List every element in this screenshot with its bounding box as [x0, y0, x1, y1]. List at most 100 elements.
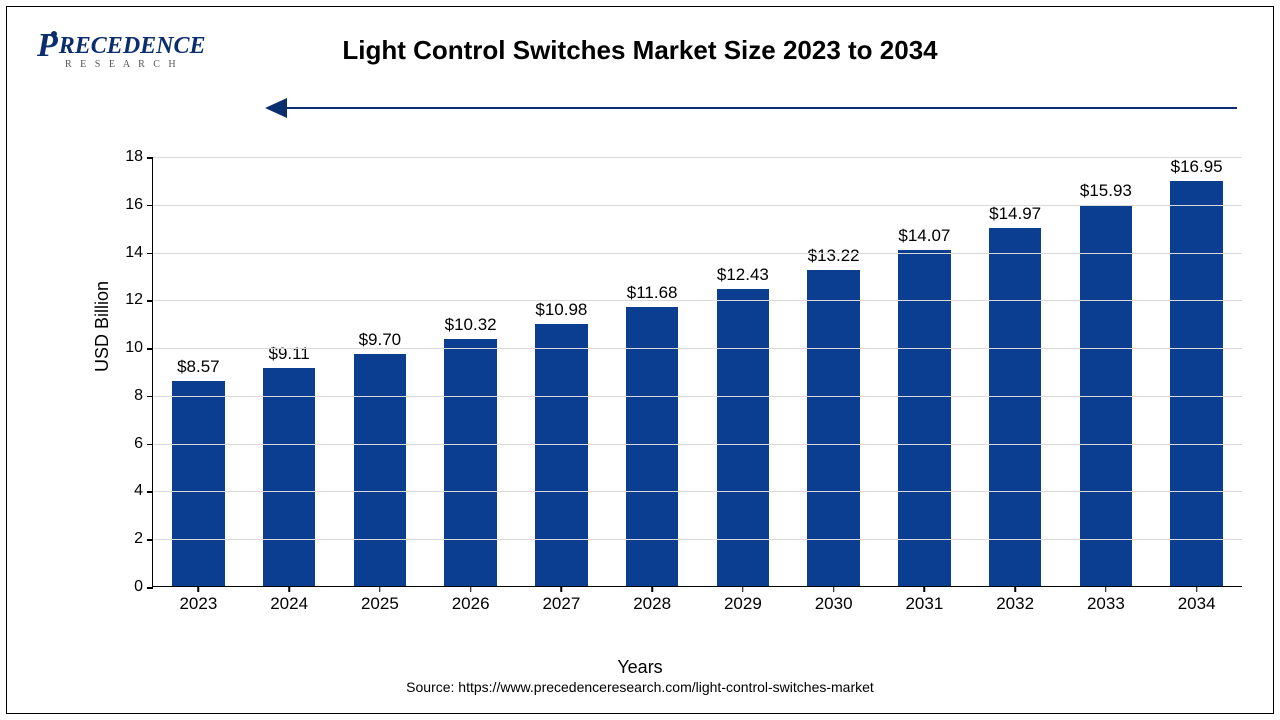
xtick-slot: 2030 — [788, 586, 879, 614]
bar-value-label: $10.98 — [535, 300, 587, 320]
bar-slot: $10.98 — [516, 157, 607, 586]
xtick-slot: 2032 — [970, 586, 1061, 614]
ytick-mark — [147, 491, 153, 493]
xtick-slot: 2026 — [425, 586, 516, 614]
bars-container: $8.57$9.11$9.70$10.32$10.98$11.68$12.43$… — [153, 157, 1242, 586]
ytick-label: 2 — [134, 530, 143, 548]
xtick-mark — [1105, 586, 1107, 592]
bar-value-label: $8.57 — [177, 357, 220, 377]
bar-value-label: $16.95 — [1171, 157, 1223, 177]
bar-value-label: $15.93 — [1080, 181, 1132, 201]
ytick-label: 16 — [125, 196, 143, 214]
bar — [354, 354, 407, 586]
xtick-slot: 2025 — [335, 586, 426, 614]
gridline — [153, 491, 1242, 492]
bar-slot: $8.57 — [153, 157, 244, 586]
gridline — [153, 539, 1242, 540]
ytick-label: 18 — [125, 148, 143, 166]
xtick-label: 2028 — [607, 594, 698, 614]
bar-slot: $12.43 — [698, 157, 789, 586]
ytick-label: 6 — [134, 435, 143, 453]
gridline — [153, 253, 1242, 254]
gridline — [153, 348, 1242, 349]
ytick-mark — [147, 300, 153, 302]
gridline — [153, 444, 1242, 445]
xtick-mark — [1196, 586, 1198, 592]
gridline — [153, 205, 1242, 206]
ytick-label: 10 — [125, 339, 143, 357]
xtick-mark — [833, 586, 835, 592]
bar-slot: $15.93 — [1061, 157, 1152, 586]
xtick-mark — [198, 586, 200, 592]
ytick-mark — [147, 205, 153, 207]
xtick-label: 2029 — [698, 594, 789, 614]
ytick-mark — [147, 348, 153, 350]
xtick-label: 2030 — [788, 594, 879, 614]
xtick-mark — [379, 586, 381, 592]
xtick-label: 2023 — [153, 594, 244, 614]
ytick-label: 0 — [134, 578, 143, 596]
bar — [172, 381, 225, 586]
ytick-label: 12 — [125, 291, 143, 309]
bar-value-label: $14.97 — [989, 204, 1041, 224]
xtick-slot: 2033 — [1061, 586, 1152, 614]
ytick-label: 14 — [125, 244, 143, 262]
xtick-label: 2031 — [879, 594, 970, 614]
ytick-mark — [147, 396, 153, 398]
xticks-container: 2023202420252026202720282029203020312032… — [153, 586, 1242, 614]
ytick-mark — [147, 587, 153, 589]
xtick-label: 2032 — [970, 594, 1061, 614]
gridline — [153, 396, 1242, 397]
bar-value-label: $12.43 — [717, 265, 769, 285]
bar-slot: $13.22 — [788, 157, 879, 586]
xtick-label: 2026 — [425, 594, 516, 614]
xtick-mark — [742, 586, 744, 592]
bar-value-label: $14.07 — [898, 226, 950, 246]
chart-frame: PRECEDENCE R E S E A R C H Light Control… — [6, 6, 1274, 714]
bar — [1170, 181, 1223, 586]
xtick-label: 2033 — [1061, 594, 1152, 614]
xtick-mark — [288, 586, 290, 592]
bar — [444, 339, 497, 586]
bar — [535, 324, 588, 586]
xtick-slot: 2031 — [879, 586, 970, 614]
bar-value-label: $10.32 — [445, 315, 497, 335]
xtick-label: 2034 — [1151, 594, 1242, 614]
xtick-slot: 2029 — [698, 586, 789, 614]
ytick-mark — [147, 157, 153, 159]
xtick-slot: 2024 — [244, 586, 335, 614]
arrow-head-icon — [265, 98, 287, 118]
xtick-slot: 2027 — [516, 586, 607, 614]
bar — [263, 368, 316, 586]
xtick-mark — [561, 586, 563, 592]
chart-area: $8.57$9.11$9.70$10.32$10.98$11.68$12.43$… — [152, 157, 1242, 607]
plot-region: $8.57$9.11$9.70$10.32$10.98$11.68$12.43$… — [152, 157, 1242, 587]
gridline — [153, 300, 1242, 301]
xtick-mark — [1014, 586, 1016, 592]
arrow-line — [277, 107, 1237, 109]
xtick-slot: 2034 — [1151, 586, 1242, 614]
ytick-mark — [147, 444, 153, 446]
xtick-mark — [924, 586, 926, 592]
xtick-label: 2025 — [335, 594, 426, 614]
bar-value-label: $13.22 — [808, 246, 860, 266]
chart-title: Light Control Switches Market Size 2023 … — [7, 35, 1273, 66]
xtick-slot: 2028 — [607, 586, 698, 614]
ytick-label: 4 — [134, 482, 143, 500]
xtick-label: 2024 — [244, 594, 335, 614]
bar — [717, 289, 770, 586]
bar-slot: $9.11 — [244, 157, 335, 586]
xtick-slot: 2023 — [153, 586, 244, 614]
y-axis-label: USD Billion — [92, 281, 113, 372]
bar — [989, 228, 1042, 586]
bar-slot: $14.07 — [879, 157, 970, 586]
bar-slot: $10.32 — [425, 157, 516, 586]
bar-slot: $16.95 — [1151, 157, 1242, 586]
ytick-label: 8 — [134, 387, 143, 405]
ytick-mark — [147, 539, 153, 541]
x-axis-label: Years — [7, 657, 1273, 678]
xtick-mark — [651, 586, 653, 592]
xtick-label: 2027 — [516, 594, 607, 614]
ytick-mark — [147, 253, 153, 255]
bar-slot: $9.70 — [335, 157, 426, 586]
